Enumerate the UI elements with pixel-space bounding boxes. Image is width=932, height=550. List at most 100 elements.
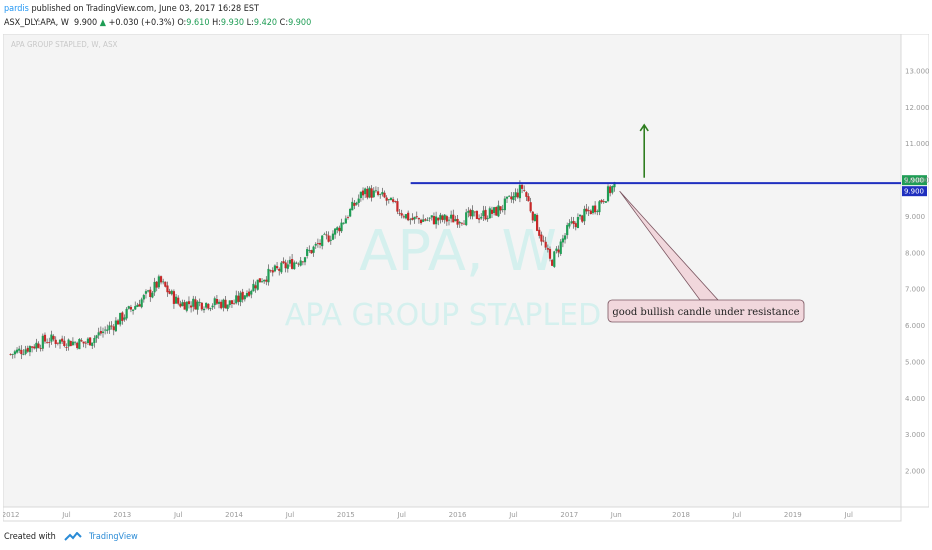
y-tick-label: 7.000 <box>905 286 925 294</box>
x-tick-label: 2013 <box>113 511 131 519</box>
candle-body <box>333 228 337 235</box>
x-tick-label: Jul <box>396 511 406 519</box>
x-tick-label: 2014 <box>225 511 243 519</box>
candle-body <box>473 211 476 213</box>
candle-body <box>213 298 216 306</box>
candle-body <box>134 306 137 310</box>
tradingview-brand[interactable]: TradingView <box>88 532 138 542</box>
candle-body <box>325 234 328 236</box>
candle-body <box>151 292 154 298</box>
candle-body <box>69 340 72 347</box>
candle-body <box>460 222 463 224</box>
candle-body <box>413 216 416 220</box>
candle-body <box>131 309 135 311</box>
candle-body <box>611 186 614 193</box>
candle-body <box>232 303 236 305</box>
candle-body <box>415 216 418 218</box>
candle-body <box>566 225 569 236</box>
candle-body <box>123 317 126 320</box>
candle-body <box>340 222 343 232</box>
close-label: C: <box>279 18 289 28</box>
publish-line: pardis published on TradingView.com, Jun… <box>4 2 928 16</box>
candle-body <box>104 329 107 331</box>
callout-box <box>607 299 805 323</box>
candle-body <box>361 190 365 196</box>
candle-body <box>531 211 534 221</box>
candle-body <box>379 194 382 195</box>
candle-body <box>376 191 380 195</box>
low-label: L: <box>246 18 254 28</box>
candle-body <box>353 203 356 206</box>
author-link[interactable]: pardis <box>4 4 29 14</box>
candle-body <box>518 184 522 199</box>
candle-body <box>33 346 36 349</box>
candle-body <box>574 223 577 228</box>
x-axis-ticks: 2012 Jul 2013 Jul 2014 Jul 2015 Jul 2016 Jul 2017 J… <box>3 511 853 519</box>
candle-body <box>293 262 296 270</box>
price-axis[interactable] <box>900 34 929 508</box>
candle-body <box>544 241 547 248</box>
candle-body <box>338 227 341 232</box>
open-value: 9.610 <box>186 18 210 28</box>
candle-body <box>510 196 513 200</box>
candle-body <box>310 250 313 254</box>
candle-body <box>396 201 399 212</box>
candle-body <box>581 215 584 222</box>
candle-body <box>411 217 414 220</box>
candle-body <box>202 308 206 311</box>
candle-body <box>89 337 92 346</box>
plot-area[interactable] <box>3 34 902 508</box>
price-chart[interactable]: APA, W APA GROUP STAPLED good bullish can… <box>3 34 929 522</box>
candle-body <box>235 295 238 304</box>
up-arrow-head <box>639 123 649 132</box>
candle-body <box>13 351 16 355</box>
candle-body <box>559 241 562 254</box>
candle-body <box>407 212 410 221</box>
watermark: APA, W APA GROUP STAPLED <box>285 219 601 333</box>
chart-header: pardis published on TradingView.com, Jun… <box>4 2 928 32</box>
y-tick-label: 9.000 <box>905 213 925 221</box>
x-tick-label: Jul <box>843 511 853 519</box>
chart-frame[interactable]: APA, W APA GROUP STAPLED good bullish can… <box>3 34 929 522</box>
time-axis[interactable] <box>3 506 902 522</box>
candle-body <box>428 217 431 219</box>
candle-body <box>450 214 453 219</box>
candle-body <box>136 304 139 307</box>
candle-body <box>355 202 358 205</box>
candle-body <box>48 342 51 343</box>
candle-body <box>273 265 277 272</box>
candle-body <box>456 218 459 225</box>
candle-body <box>557 249 560 253</box>
candle-body <box>493 207 496 214</box>
candle-body <box>370 188 373 198</box>
candle-body <box>303 257 307 263</box>
candle-body <box>538 229 541 236</box>
candle-body <box>392 199 395 202</box>
price-axis-label <box>902 186 927 197</box>
candle-body <box>52 335 55 340</box>
candle-body <box>205 302 208 308</box>
candle-body <box>190 305 193 308</box>
candle-body <box>583 208 586 222</box>
candle-body <box>318 242 322 245</box>
price-axis-label-text: 9.900 <box>904 177 924 185</box>
candle-body <box>91 342 94 346</box>
callout-text: good bullish candle under resistance <box>612 307 799 318</box>
candle-body <box>542 240 545 242</box>
symbol-label[interactable]: ASX_DLY:APA, W <box>4 18 69 28</box>
candle-body <box>108 325 111 330</box>
candle-body <box>480 216 483 219</box>
candle-body <box>400 213 403 216</box>
candle-body <box>58 339 62 344</box>
x-tick-label: Jul <box>285 511 295 519</box>
candle-body <box>101 331 105 333</box>
candle-body <box>220 301 223 309</box>
candle-body <box>286 264 289 269</box>
open-label: O: <box>177 18 187 28</box>
candle-body <box>306 249 309 256</box>
candle-body <box>295 262 298 264</box>
chart-symbol-caption: APA GROUP STAPLED, W, ASX <box>11 40 118 49</box>
candle-body <box>22 353 25 355</box>
candle-body <box>301 261 304 263</box>
candle-body <box>28 346 32 353</box>
